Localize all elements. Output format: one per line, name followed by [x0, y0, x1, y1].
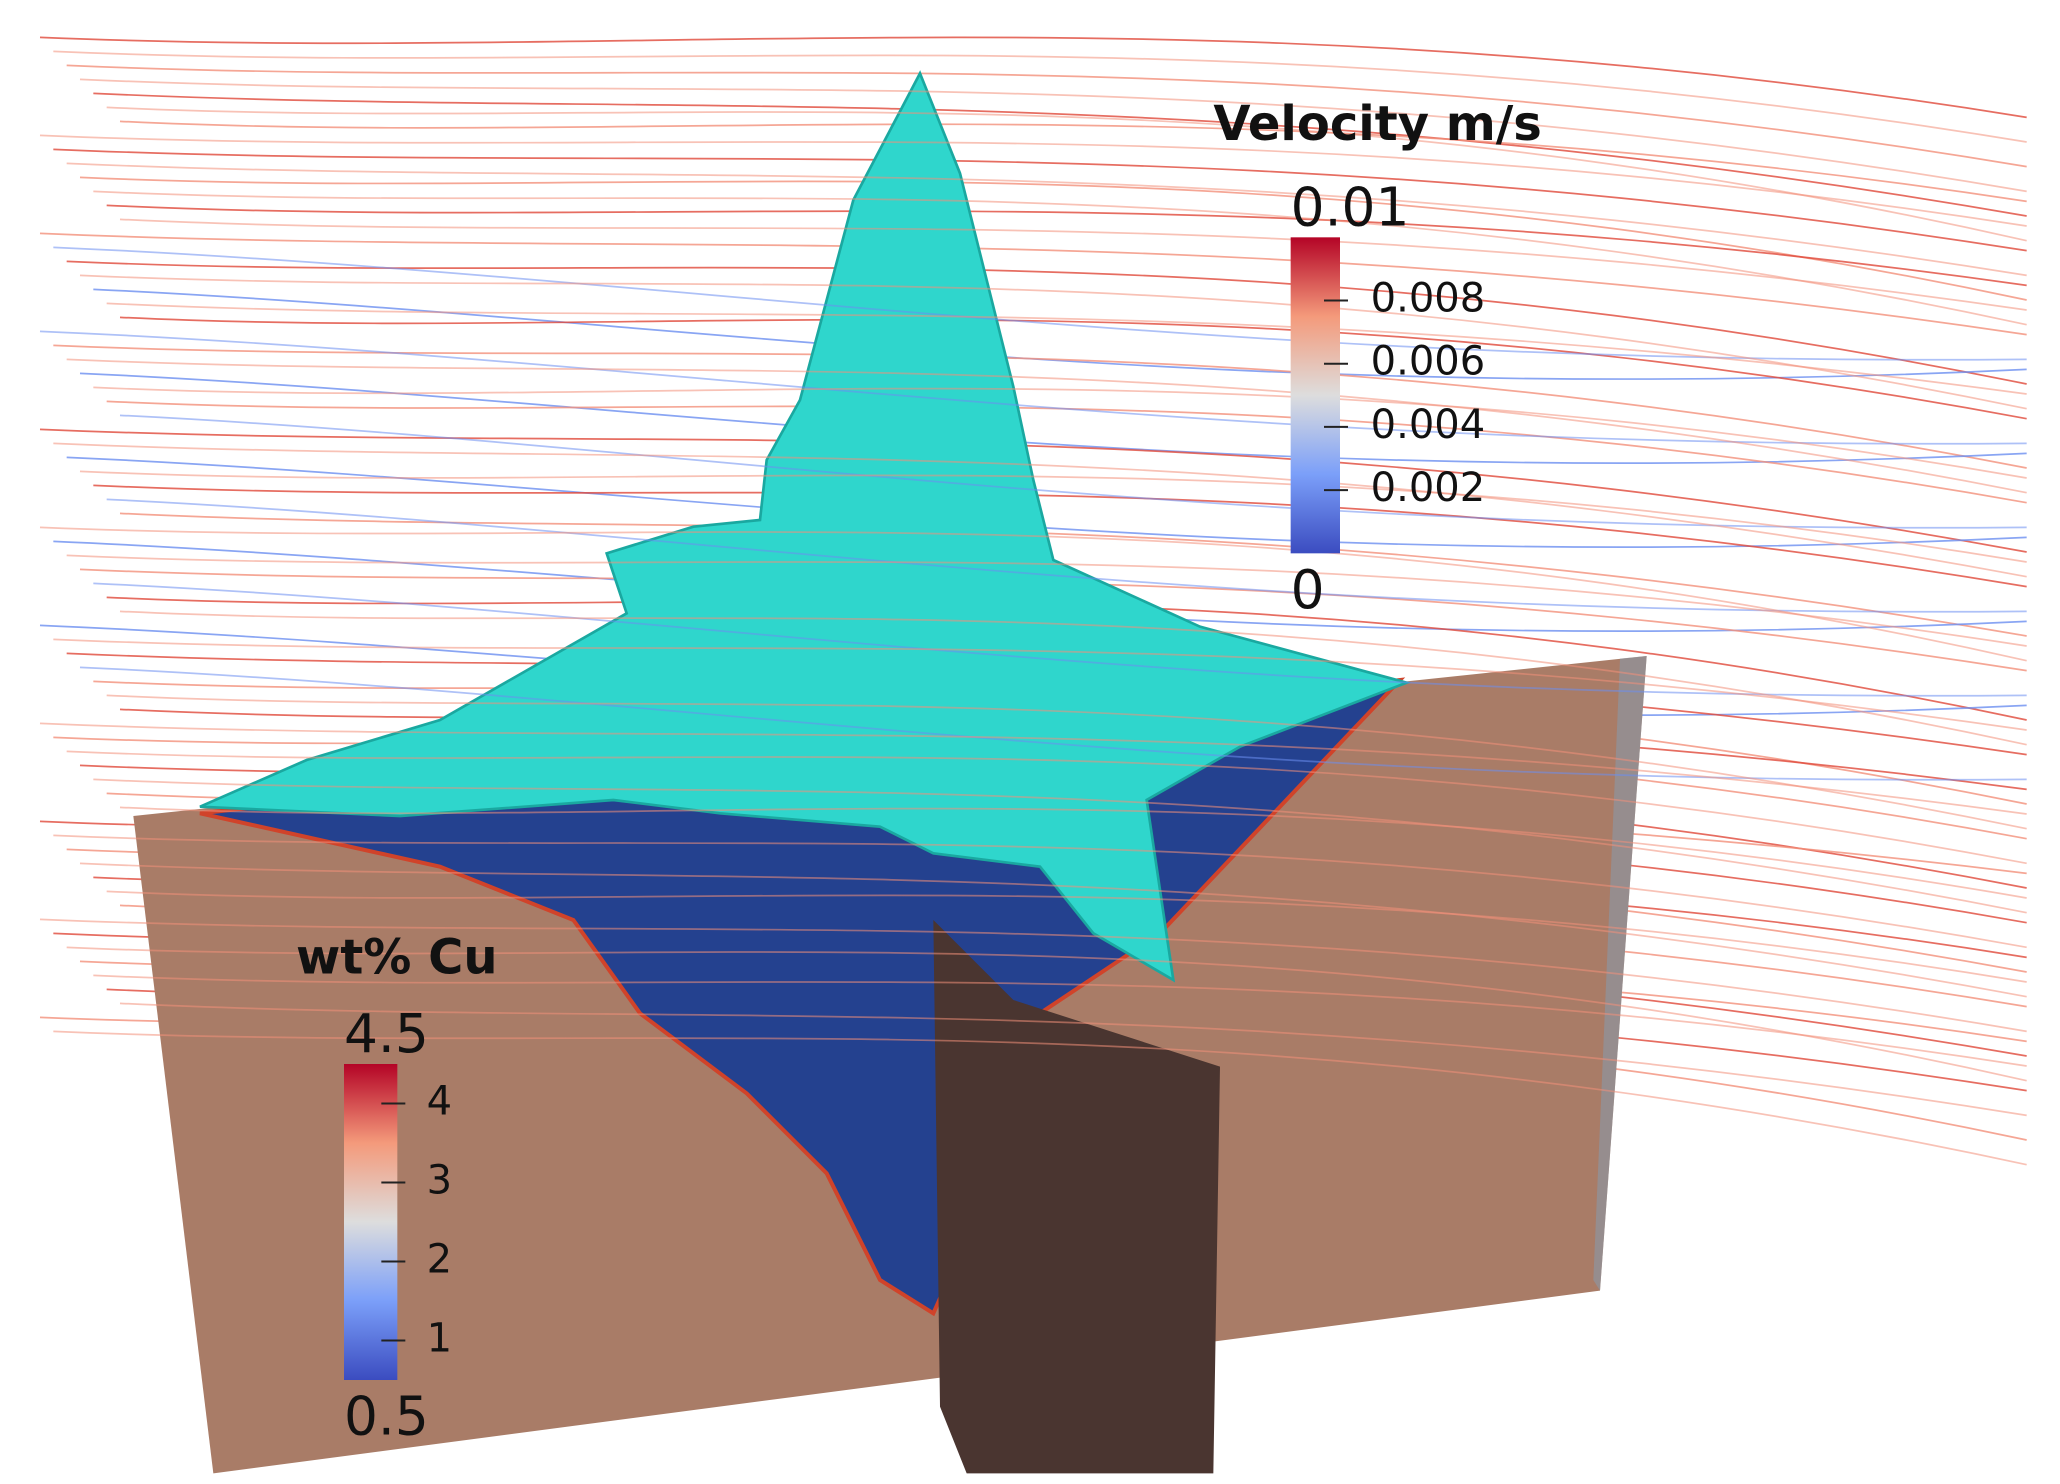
- pillar: [933, 920, 1220, 1474]
- streamline: [66, 750, 2027, 865]
- streamline: [39, 36, 2027, 119]
- colorbar-tick-label: 3: [427, 1158, 452, 1204]
- colorbar-max: 0.01: [1291, 175, 1410, 238]
- streamline: [106, 106, 2027, 242]
- streamline: [93, 778, 2027, 914]
- streamline: [79, 78, 2027, 193]
- streamline: [53, 148, 2027, 252]
- streamline: [119, 1002, 2027, 1117]
- streamline: [106, 302, 2027, 395]
- streamline: [53, 246, 2027, 361]
- streamline: [39, 526, 2027, 662]
- colorbar-min: 0: [1291, 558, 1325, 621]
- colorbar-tick-label: 0.004: [1371, 402, 1486, 448]
- streamline: [66, 358, 2027, 494]
- streamline: [93, 974, 2027, 1067]
- colorbar-title: Velocity m/s: [1213, 96, 1541, 152]
- streamline: [93, 288, 2027, 381]
- streamline: [66, 946, 2027, 1082]
- streamline: [93, 386, 2027, 479]
- streamline: [53, 50, 2027, 143]
- colorbar-tick-label: 4: [427, 1079, 452, 1125]
- streamline: [79, 274, 2027, 410]
- streamline: [66, 162, 2027, 277]
- colorbar-title: wt% Cu: [296, 929, 498, 985]
- streamline: [79, 470, 2027, 563]
- streamline: [119, 806, 2027, 899]
- streamline: [39, 330, 2027, 445]
- colorbar-tick-label: 0.002: [1371, 465, 1486, 511]
- streamline: [53, 834, 2027, 949]
- colorbar: [1290, 237, 1340, 554]
- streamline: [106, 498, 2027, 613]
- colorbar-tick-label: 0.006: [1371, 339, 1486, 385]
- streamline: [39, 722, 2027, 815]
- streamlines: [39, 50, 2027, 1166]
- colorbar-min: 0.5: [344, 1385, 429, 1448]
- colorbar: [344, 1064, 398, 1380]
- streamline: [66, 554, 2027, 647]
- streamline: [93, 92, 2027, 217]
- colorbars: Velocity m/s 0.01 0 0.002 0.004 0.006 0.008 wt%…: [296, 96, 1542, 1448]
- streamline: [66, 64, 2027, 168]
- streamline: [119, 218, 2027, 311]
- colorbar-max: 4.5: [344, 1002, 429, 1065]
- streamline: [106, 694, 2027, 830]
- streamline: [53, 1030, 2027, 1166]
- streamline: [119, 414, 2027, 529]
- streamline: [79, 862, 2027, 998]
- streamline: [79, 176, 2027, 301]
- streamline: [119, 120, 2027, 203]
- streamline: [119, 610, 2027, 746]
- streamline: [39, 918, 2027, 1033]
- colorbar-tick-label: 0.008: [1371, 276, 1486, 322]
- colorbar-tick-label: 2: [427, 1237, 452, 1283]
- colorbar-tick-label: 1: [427, 1316, 452, 1362]
- dendrite: [199, 70, 1411, 983]
- streamline: [93, 582, 2027, 697]
- streamline: [106, 890, 2027, 983]
- streamline: [93, 190, 2027, 326]
- streamline: [39, 134, 2027, 227]
- streamline: [53, 638, 2027, 731]
- streamline: [53, 442, 2027, 578]
